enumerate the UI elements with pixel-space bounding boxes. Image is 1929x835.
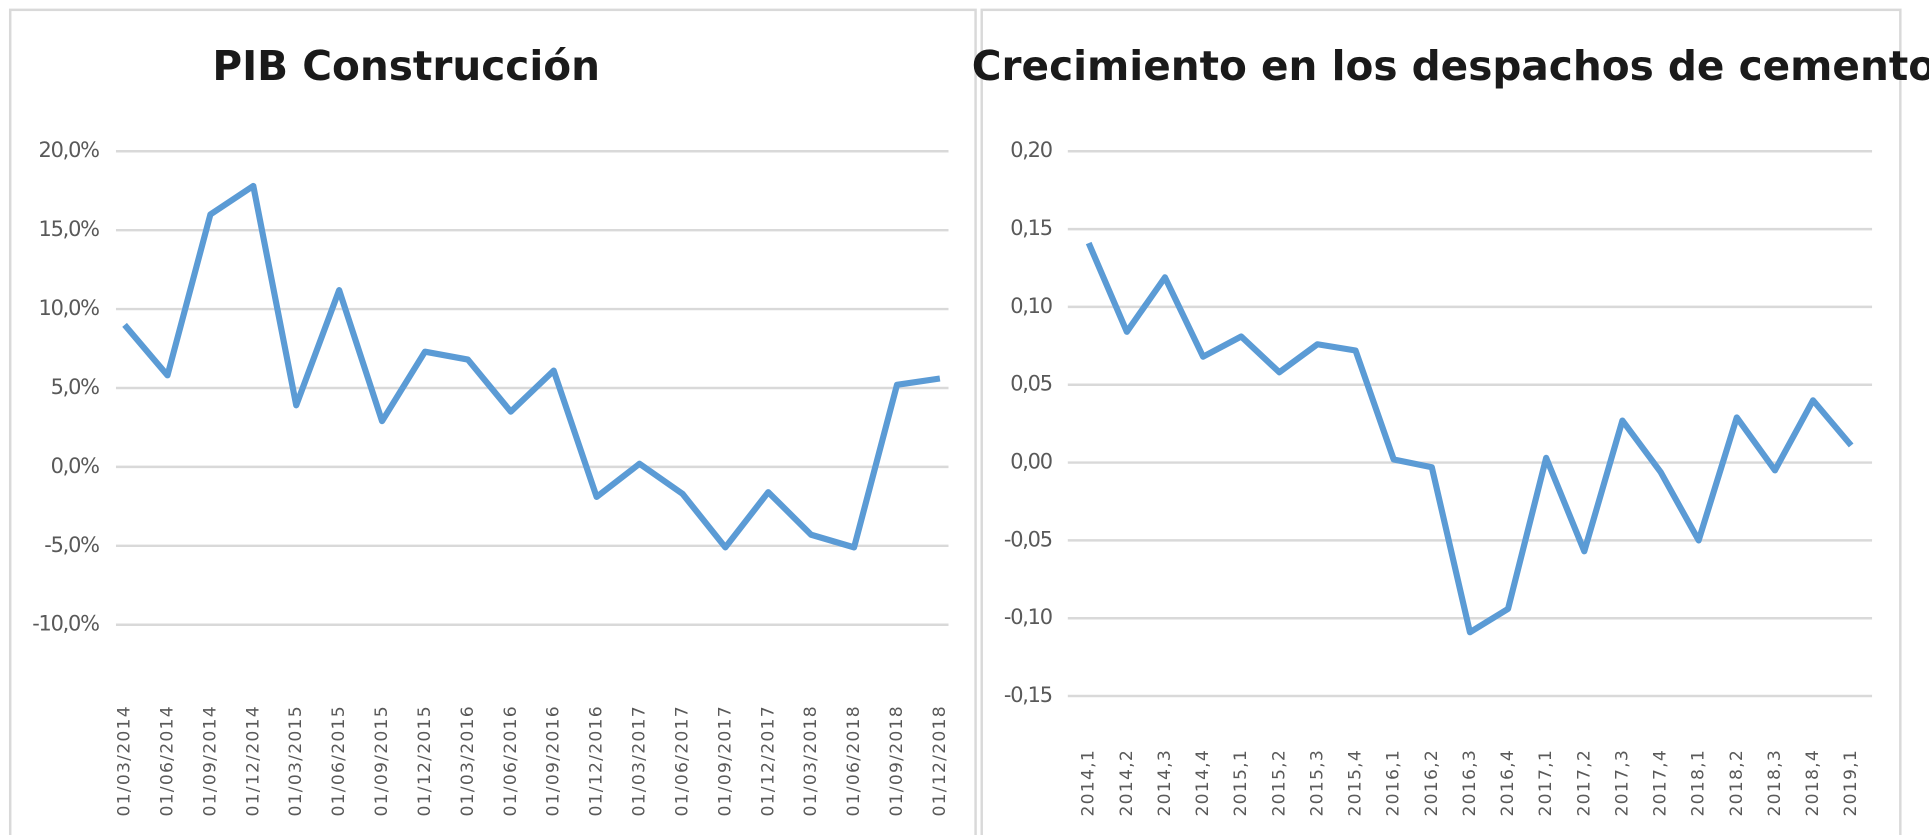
x-tick-label: 01/12/2016 (587, 705, 607, 816)
x-tick-label: 01/06/2015 (329, 705, 349, 816)
x-tick-label: 2018,1 (1689, 749, 1709, 817)
x-tick-label: 01/12/2017 (758, 705, 778, 816)
x-tick-label: 01/12/2018 (930, 705, 950, 816)
x-tick-label: 2017,2 (1574, 749, 1594, 817)
y-tick-label: 0,10 (1010, 294, 1052, 318)
y-tick-label: 0,20 (1010, 138, 1052, 162)
y-tick-label: -0,15 (1004, 683, 1052, 707)
x-tick-label: 2015,1 (1231, 749, 1251, 817)
y-tick-label: -5,0% (44, 533, 99, 557)
y-tick-label: 15,0% (39, 217, 100, 241)
x-tick-label: 2017,4 (1651, 749, 1671, 817)
y-tick-label: 0,15 (1010, 216, 1052, 240)
y-tick-label: 5,0% (51, 375, 100, 399)
x-tick-label: 01/06/2014 (157, 705, 177, 816)
x-tick-label: 01/09/2015 (372, 705, 392, 816)
x-tick-label: 2018,2 (1727, 749, 1747, 817)
x-tick-label: 2016,3 (1460, 749, 1480, 817)
x-tick-label: 01/06/2018 (844, 705, 864, 816)
x-tick-label: 2016,1 (1384, 749, 1404, 817)
x-tick-label: 01/09/2016 (544, 705, 564, 816)
x-tick-label: 01/09/2017 (715, 705, 735, 816)
x-tick-label: 2018,4 (1803, 749, 1823, 817)
x-tick-label: 2019,1 (1841, 749, 1861, 817)
x-tick-label: 2016,4 (1498, 749, 1518, 817)
chart-title: PIB Construcción (212, 42, 600, 90)
x-tick-label: 01/03/2015 (286, 705, 306, 816)
x-tick-label: 2015,4 (1346, 749, 1366, 817)
data-line (1085, 241, 1854, 636)
x-tick-label: 01/03/2018 (801, 705, 821, 816)
y-tick-label: 10,0% (39, 296, 100, 320)
x-tick-label: 01/03/2016 (458, 705, 478, 816)
x-tick-label: 2014,2 (1117, 749, 1137, 817)
x-tick-label: 01/12/2014 (243, 705, 263, 816)
x-tick-label: 01/06/2016 (501, 705, 521, 816)
panel (980, 8, 1902, 835)
y-tick-label: 20,0% (39, 138, 100, 162)
y-tick-label: 0,00 (1010, 450, 1052, 474)
data-line (122, 182, 941, 551)
x-tick-label: 2017,3 (1612, 749, 1632, 817)
x-tick-label: 2014,3 (1155, 749, 1175, 817)
x-tick-label: 2014,1 (1079, 749, 1099, 817)
chart-title: Crecimiento en los despachos de cemento (972, 42, 1929, 90)
x-tick-label: 01/03/2014 (115, 705, 135, 816)
y-tick-label: 0,0% (51, 454, 100, 478)
x-tick-label: 01/06/2017 (672, 705, 692, 816)
x-tick-label: 01/09/2014 (200, 705, 220, 816)
y-tick-label: 0,05 (1010, 372, 1052, 396)
x-tick-label: 01/09/2018 (887, 705, 907, 816)
x-tick-label: 2015,3 (1307, 749, 1327, 817)
x-tick-label: 2017,1 (1536, 749, 1556, 817)
panel (8, 8, 977, 835)
x-tick-label: 2016,2 (1422, 749, 1442, 817)
y-tick-label: -10,0% (32, 612, 99, 636)
y-tick-label: -0,10 (1004, 605, 1052, 629)
y-tick-label: -0,05 (1004, 527, 1052, 551)
x-tick-label: 01/12/2015 (415, 705, 435, 816)
x-tick-label: 2014,4 (1193, 749, 1213, 817)
x-tick-label: 2018,3 (1765, 749, 1785, 817)
x-tick-label: 2015,2 (1269, 749, 1289, 817)
x-tick-label: 01/03/2017 (630, 705, 650, 816)
